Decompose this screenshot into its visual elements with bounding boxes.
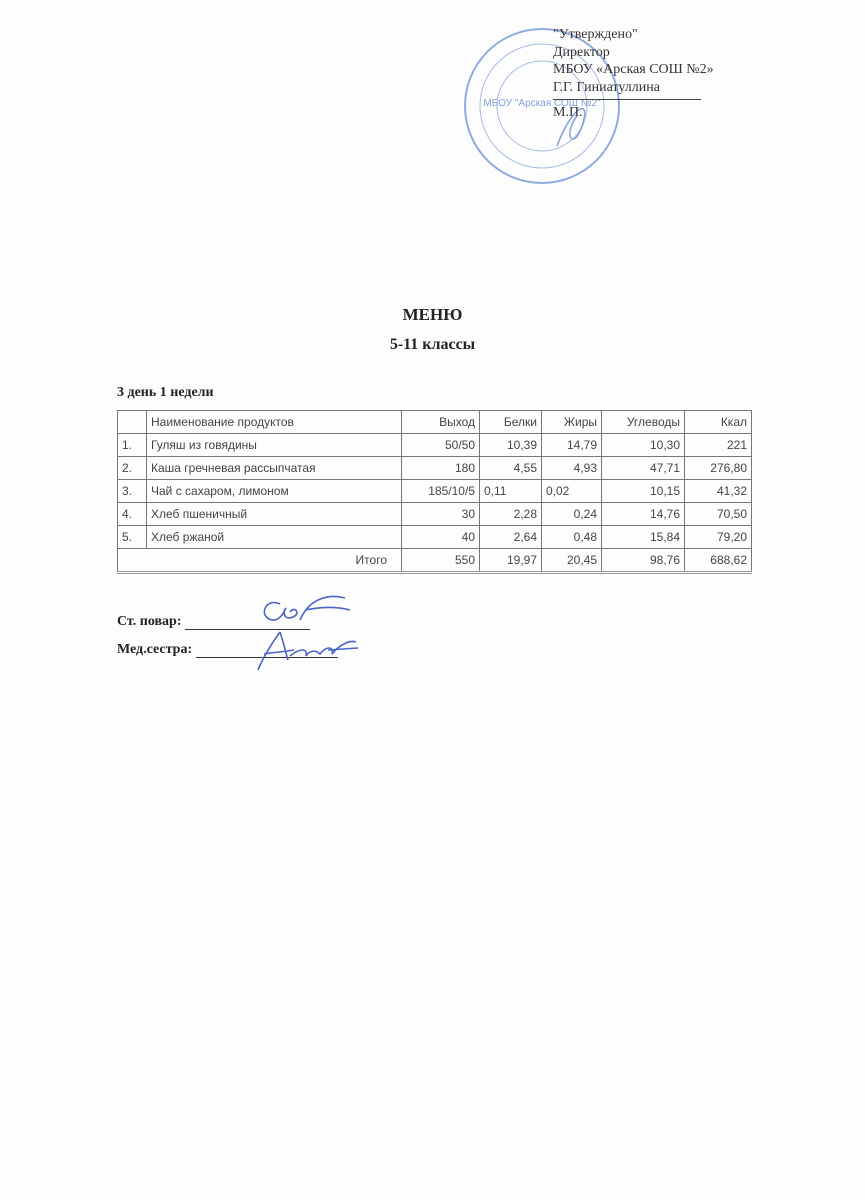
header-yield: Выход — [401, 410, 480, 434]
day-label: 3 день 1 недели — [117, 385, 214, 400]
total-yield: 550 — [401, 548, 480, 573]
table-row: 4. Хлеб пшеничный 30 2,28 0,24 14,76 70,50 — [117, 502, 752, 526]
header-number — [117, 410, 147, 434]
total-fat: 20,45 — [541, 548, 602, 573]
cell-fat: 0,02 — [541, 479, 602, 503]
cell-protein: 0,11 — [479, 479, 542, 503]
total-label: Итого — [117, 548, 402, 573]
cell-number: 1. — [117, 433, 147, 457]
total-kcal: 688,62 — [684, 548, 752, 573]
cell-carbs: 10,15 — [601, 479, 685, 503]
cell-kcal: 41,32 — [684, 479, 752, 503]
nurse-label: Мед.сестра: — [117, 642, 193, 657]
page-title: МЕНЮ — [402, 305, 463, 324]
approval-org: МБОУ «Арская СОШ №2» — [553, 62, 714, 77]
cell-yield: 50/50 — [401, 433, 480, 457]
cell-carbs: 14,76 — [601, 502, 685, 526]
total-carbs: 98,76 — [601, 548, 685, 573]
cell-name: Гуляш из говядины — [146, 433, 402, 457]
approval-position: Директор — [553, 44, 610, 60]
svg-text:МБОУ "Арская СОШ №2": МБОУ "Арская СОШ №2" — [483, 98, 601, 109]
cell-kcal: 276,80 — [684, 456, 752, 480]
table-row: 5. Хлеб ржаной 40 2,64 0,48 15,84 79,20 — [117, 525, 752, 549]
cell-fat: 0,48 — [541, 525, 602, 549]
cell-number: 3. — [117, 479, 147, 503]
cell-fat: 0,24 — [541, 502, 602, 526]
cook-signature-line — [184, 615, 310, 630]
cell-yield: 40 — [401, 525, 480, 549]
table-row: 2. Каша гречневая рассыпчатая 180 4,55 4,93 4… — [117, 456, 752, 480]
seal-place-label: М.П. — [553, 105, 583, 120]
table-row: 1. Гуляш из говядины 50/50 10,39 14,79 10,30 2… — [117, 433, 752, 457]
header-carbs: Углеводы — [601, 410, 685, 434]
approval-block: "Утверждено" Директор МБОУ «Арская СОШ №… — [553, 26, 714, 122]
header-fat: Жиры — [541, 410, 602, 434]
cook-label: Ст. повар: — [117, 614, 182, 629]
cell-kcal: 70,50 — [684, 502, 752, 526]
cell-carbs: 10,30 — [601, 433, 685, 457]
cell-name: Чай с сахаром, лимоном — [146, 479, 402, 503]
header-protein: Белки — [479, 410, 542, 434]
approval-title: "Утверждено" — [553, 27, 638, 42]
cell-protein: 10,39 — [479, 433, 542, 457]
cell-number: 2. — [117, 456, 147, 480]
cell-protein: 4,55 — [479, 456, 542, 480]
cell-name: Хлеб пшеничный — [146, 502, 402, 526]
cell-yield: 185/10/5 — [401, 479, 480, 503]
cell-fat: 4,93 — [541, 456, 602, 480]
cell-kcal: 79,20 — [684, 525, 752, 549]
table-row: 3. Чай с сахаром, лимоном 185/10/5 0,11 0,02… — [117, 479, 752, 503]
cell-yield: 180 — [401, 456, 480, 480]
cell-protein: 2,64 — [479, 525, 542, 549]
cell-kcal: 221 — [684, 433, 752, 457]
table-total-row: Итого 550 19,97 20,45 98,76 688,62 — [117, 548, 752, 573]
cook-handwritten-signature — [263, 595, 351, 621]
nurse-handwritten-signature — [257, 631, 359, 671]
cell-name: Каша гречневая рассыпчатая — [146, 456, 402, 480]
cell-yield: 30 — [401, 502, 480, 526]
cell-name: Хлеб ржаной — [146, 525, 402, 549]
cell-number: 4. — [117, 502, 147, 526]
approval-name: Г.Г. Гиниатуллина — [553, 79, 660, 95]
cell-carbs: 15,84 — [601, 525, 685, 549]
cell-carbs: 47,71 — [601, 456, 685, 480]
menu-table: Наименование продуктов Выход Белки Жиры … — [117, 410, 752, 574]
total-protein: 19,97 — [479, 548, 542, 573]
cell-protein: 2,28 — [479, 502, 542, 526]
page-subtitle: 5-11 классы — [389, 336, 476, 353]
nurse-signature-row: Мед.сестра: — [117, 642, 338, 658]
official-seal-stamp: МБОУ "Арская СОШ №2" — [464, 28, 620, 184]
header-name: Наименование продуктов — [146, 410, 402, 434]
header-kcal: Ккал — [684, 410, 752, 434]
table-header-row: Наименование продуктов Выход Белки Жиры … — [117, 410, 752, 434]
cook-signature-row: Ст. повар: — [117, 614, 310, 630]
signature-line — [553, 99, 701, 100]
nurse-signature-line — [195, 643, 338, 658]
cell-number: 5. — [117, 525, 147, 549]
cell-fat: 14,79 — [541, 433, 602, 457]
